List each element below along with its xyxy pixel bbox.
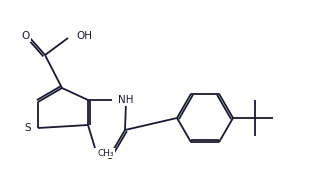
Text: CH₃: CH₃ bbox=[98, 148, 115, 158]
Text: S: S bbox=[24, 123, 31, 133]
Text: O: O bbox=[22, 31, 30, 41]
Text: O: O bbox=[106, 151, 114, 161]
Text: OH: OH bbox=[76, 31, 92, 41]
Text: NH: NH bbox=[118, 95, 133, 105]
